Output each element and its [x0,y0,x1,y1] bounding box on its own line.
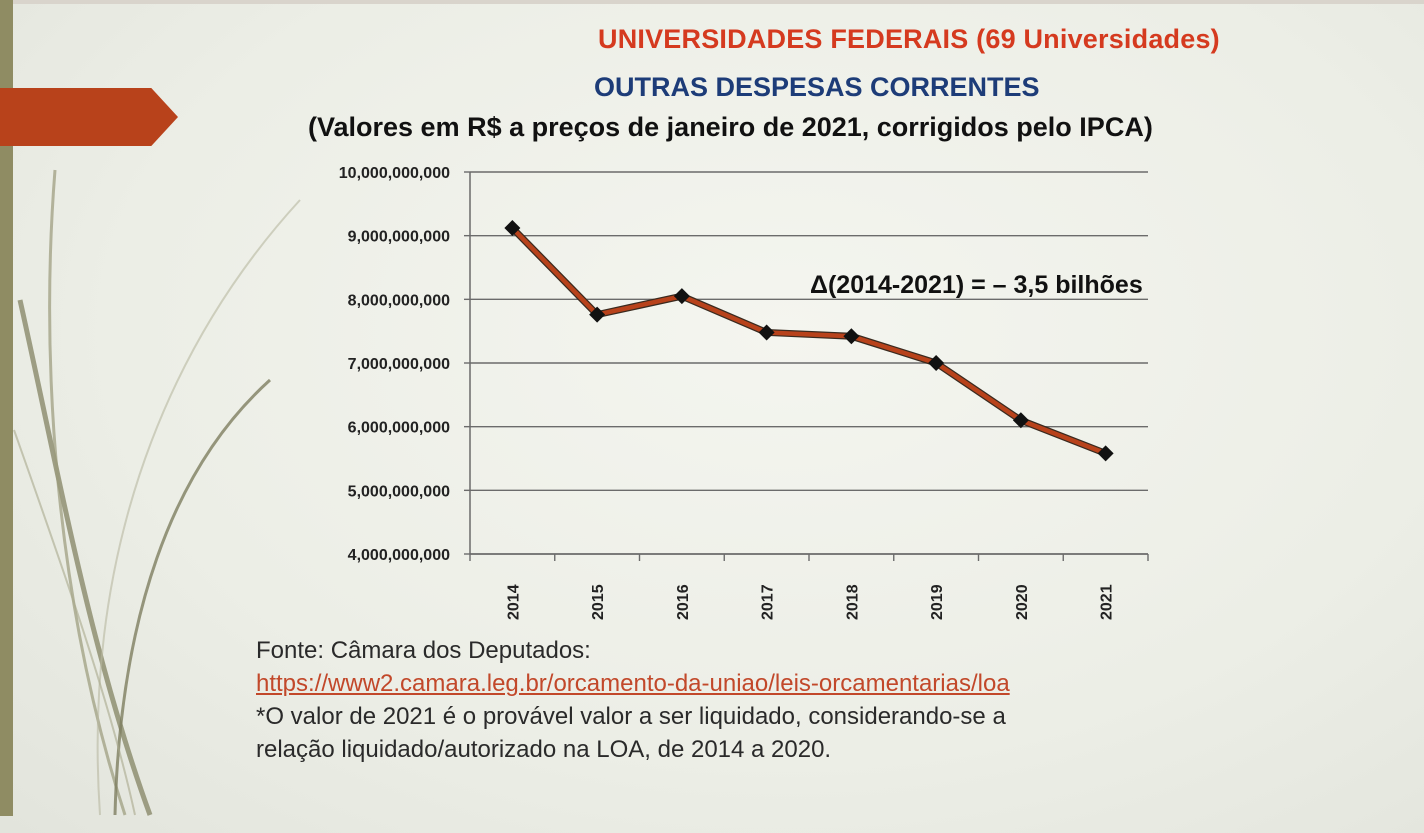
data-point [928,355,945,371]
top-border [0,0,1424,4]
data-point [589,306,606,323]
chart-title-expenses: OUTRAS DESPESAS CORRENTES [594,72,1040,102]
chart-subtitle-values: (Valores em R$ a preços de janeiro de 20… [308,112,1153,142]
chart-title-universities: UNIVERSIDADES FEDERAIS (69 Universidades… [598,24,1220,54]
data-point [504,220,521,237]
footnote-line-2: relação liquidado/autorizado na LOA, de … [256,736,832,763]
source-label: Fonte: Câmara dos Deputados: [256,637,591,664]
data-point [673,288,690,305]
arrow-tab-decoration [0,88,178,146]
y-tick-label: 5,000,000,000 [348,483,450,500]
data-point [1012,412,1029,429]
footnote-line-1: *O valor de 2021 é o provável valor a se… [256,703,1006,730]
y-tick-label: 4,000,000,000 [348,547,450,564]
series-line [510,226,1107,456]
x-tick-label: 2021 [1099,584,1116,620]
y-tick-label: 8,000,000,000 [348,292,450,309]
data-point [1097,445,1114,462]
x-tick-label: 2014 [505,584,522,620]
left-accent-bar [0,0,13,816]
x-tick-label: 2019 [929,584,946,620]
x-tick-label: 2020 [1014,584,1031,620]
x-tick-label: 2016 [675,584,692,620]
source-link[interactable]: https://www2.camara.leg.br/orcamento-da-… [256,670,1010,697]
y-tick-label: 9,000,000,000 [348,229,450,246]
y-tick-label: 10,000,000,000 [339,165,450,182]
y-tick-label: 6,000,000,000 [348,420,450,437]
x-tick-label: 2017 [760,584,777,620]
x-tick-label: 2015 [590,584,607,620]
delta-annotation: Δ(2014-2021) = – 3,5 bilhões [810,271,1143,299]
data-point [758,324,775,341]
x-tick-label: 2018 [844,584,861,620]
data-point [843,328,860,345]
y-tick-label: 7,000,000,000 [348,356,450,373]
